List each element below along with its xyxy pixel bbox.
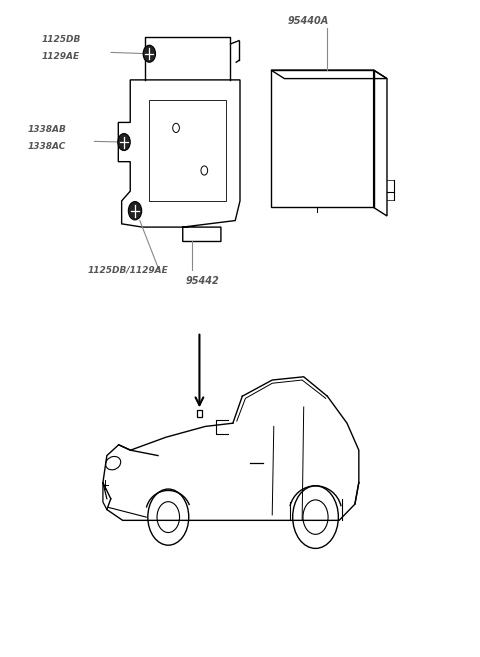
Text: 1125DB: 1125DB <box>42 35 81 44</box>
Circle shape <box>143 45 156 62</box>
Text: 1125DB/1129AE: 1125DB/1129AE <box>87 265 168 274</box>
Circle shape <box>128 202 142 220</box>
Text: 1338AB: 1338AB <box>28 125 67 134</box>
Circle shape <box>118 133 130 150</box>
Text: 95442: 95442 <box>185 276 219 286</box>
Bar <box>197 410 202 417</box>
Text: 95440A: 95440A <box>288 16 329 26</box>
Text: 1129AE: 1129AE <box>42 52 80 61</box>
Text: 1338AC: 1338AC <box>28 143 66 151</box>
